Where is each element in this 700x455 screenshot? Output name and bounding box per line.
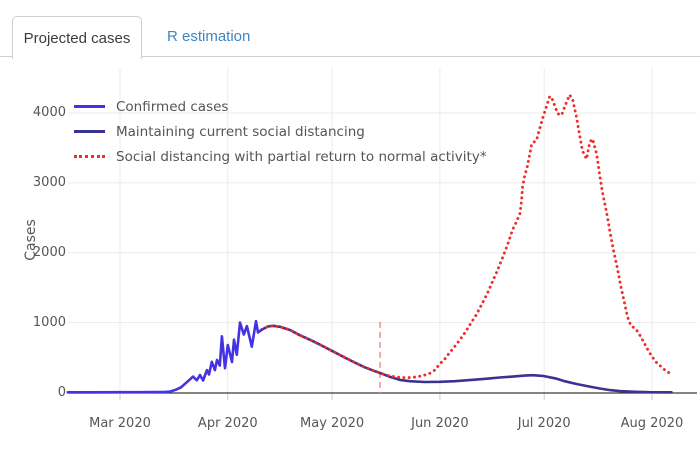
y-tick-label: 0 (57, 384, 66, 400)
legend-item-partial-return[interactable]: Social distancing with partial return to… (74, 144, 487, 169)
tab-bar: Projected cases R estimation (0, 0, 700, 59)
x-tick-label: Jul 2020 (517, 416, 571, 431)
x-tick-label: Aug 2020 (620, 416, 684, 431)
tab-r-estimation-label: R estimation (167, 28, 251, 45)
tab-projected-cases[interactable]: Projected cases (12, 16, 142, 59)
y-tick-label: 1000 (32, 314, 66, 330)
series-line-maintaining-distancing (260, 324, 673, 394)
tab-bar-divider (0, 56, 700, 57)
series-line-partial-return (260, 93, 673, 380)
legend-item-maintaining-distancing[interactable]: Maintaining current social distancing (74, 119, 487, 144)
y-tick-label: 4000 (32, 105, 66, 120)
tab-r-estimation[interactable]: R estimation (141, 16, 276, 57)
legend-swatch-confirmed-line-icon (74, 105, 105, 108)
plot-area[interactable] (0, 57, 700, 455)
x-tick-label: Mar 2020 (89, 416, 151, 431)
legend-swatch-maintain-line-icon (74, 130, 105, 133)
projected-cases-chart: Cases Mar 2020 Apr 2020 May 2020 Jun 2020 Ju… (0, 57, 700, 455)
legend-label: Social distancing with partial return to… (116, 148, 487, 165)
x-tick-label: Apr 2020 (197, 416, 258, 431)
legend-label: Maintaining current social distancing (116, 123, 365, 140)
y-axis-title: Cases (23, 219, 39, 261)
x-tick-label: Jun 2020 (411, 416, 469, 431)
tab-projected-cases-label: Projected cases (23, 29, 131, 47)
series-line-confirmed-cases (66, 319, 264, 394)
y-tick-label: 2000 (32, 244, 66, 260)
x-tick-label: May 2020 (300, 416, 365, 431)
legend-label: Confirmed cases (116, 98, 229, 115)
legend-swatch-partial-return-dotted-line-icon (74, 155, 105, 158)
legend-item-confirmed-cases[interactable]: Confirmed cases (74, 94, 487, 119)
chart-legend: Confirmed cases Maintaining current soci… (74, 94, 487, 169)
y-tick-label: 3000 (32, 174, 66, 190)
